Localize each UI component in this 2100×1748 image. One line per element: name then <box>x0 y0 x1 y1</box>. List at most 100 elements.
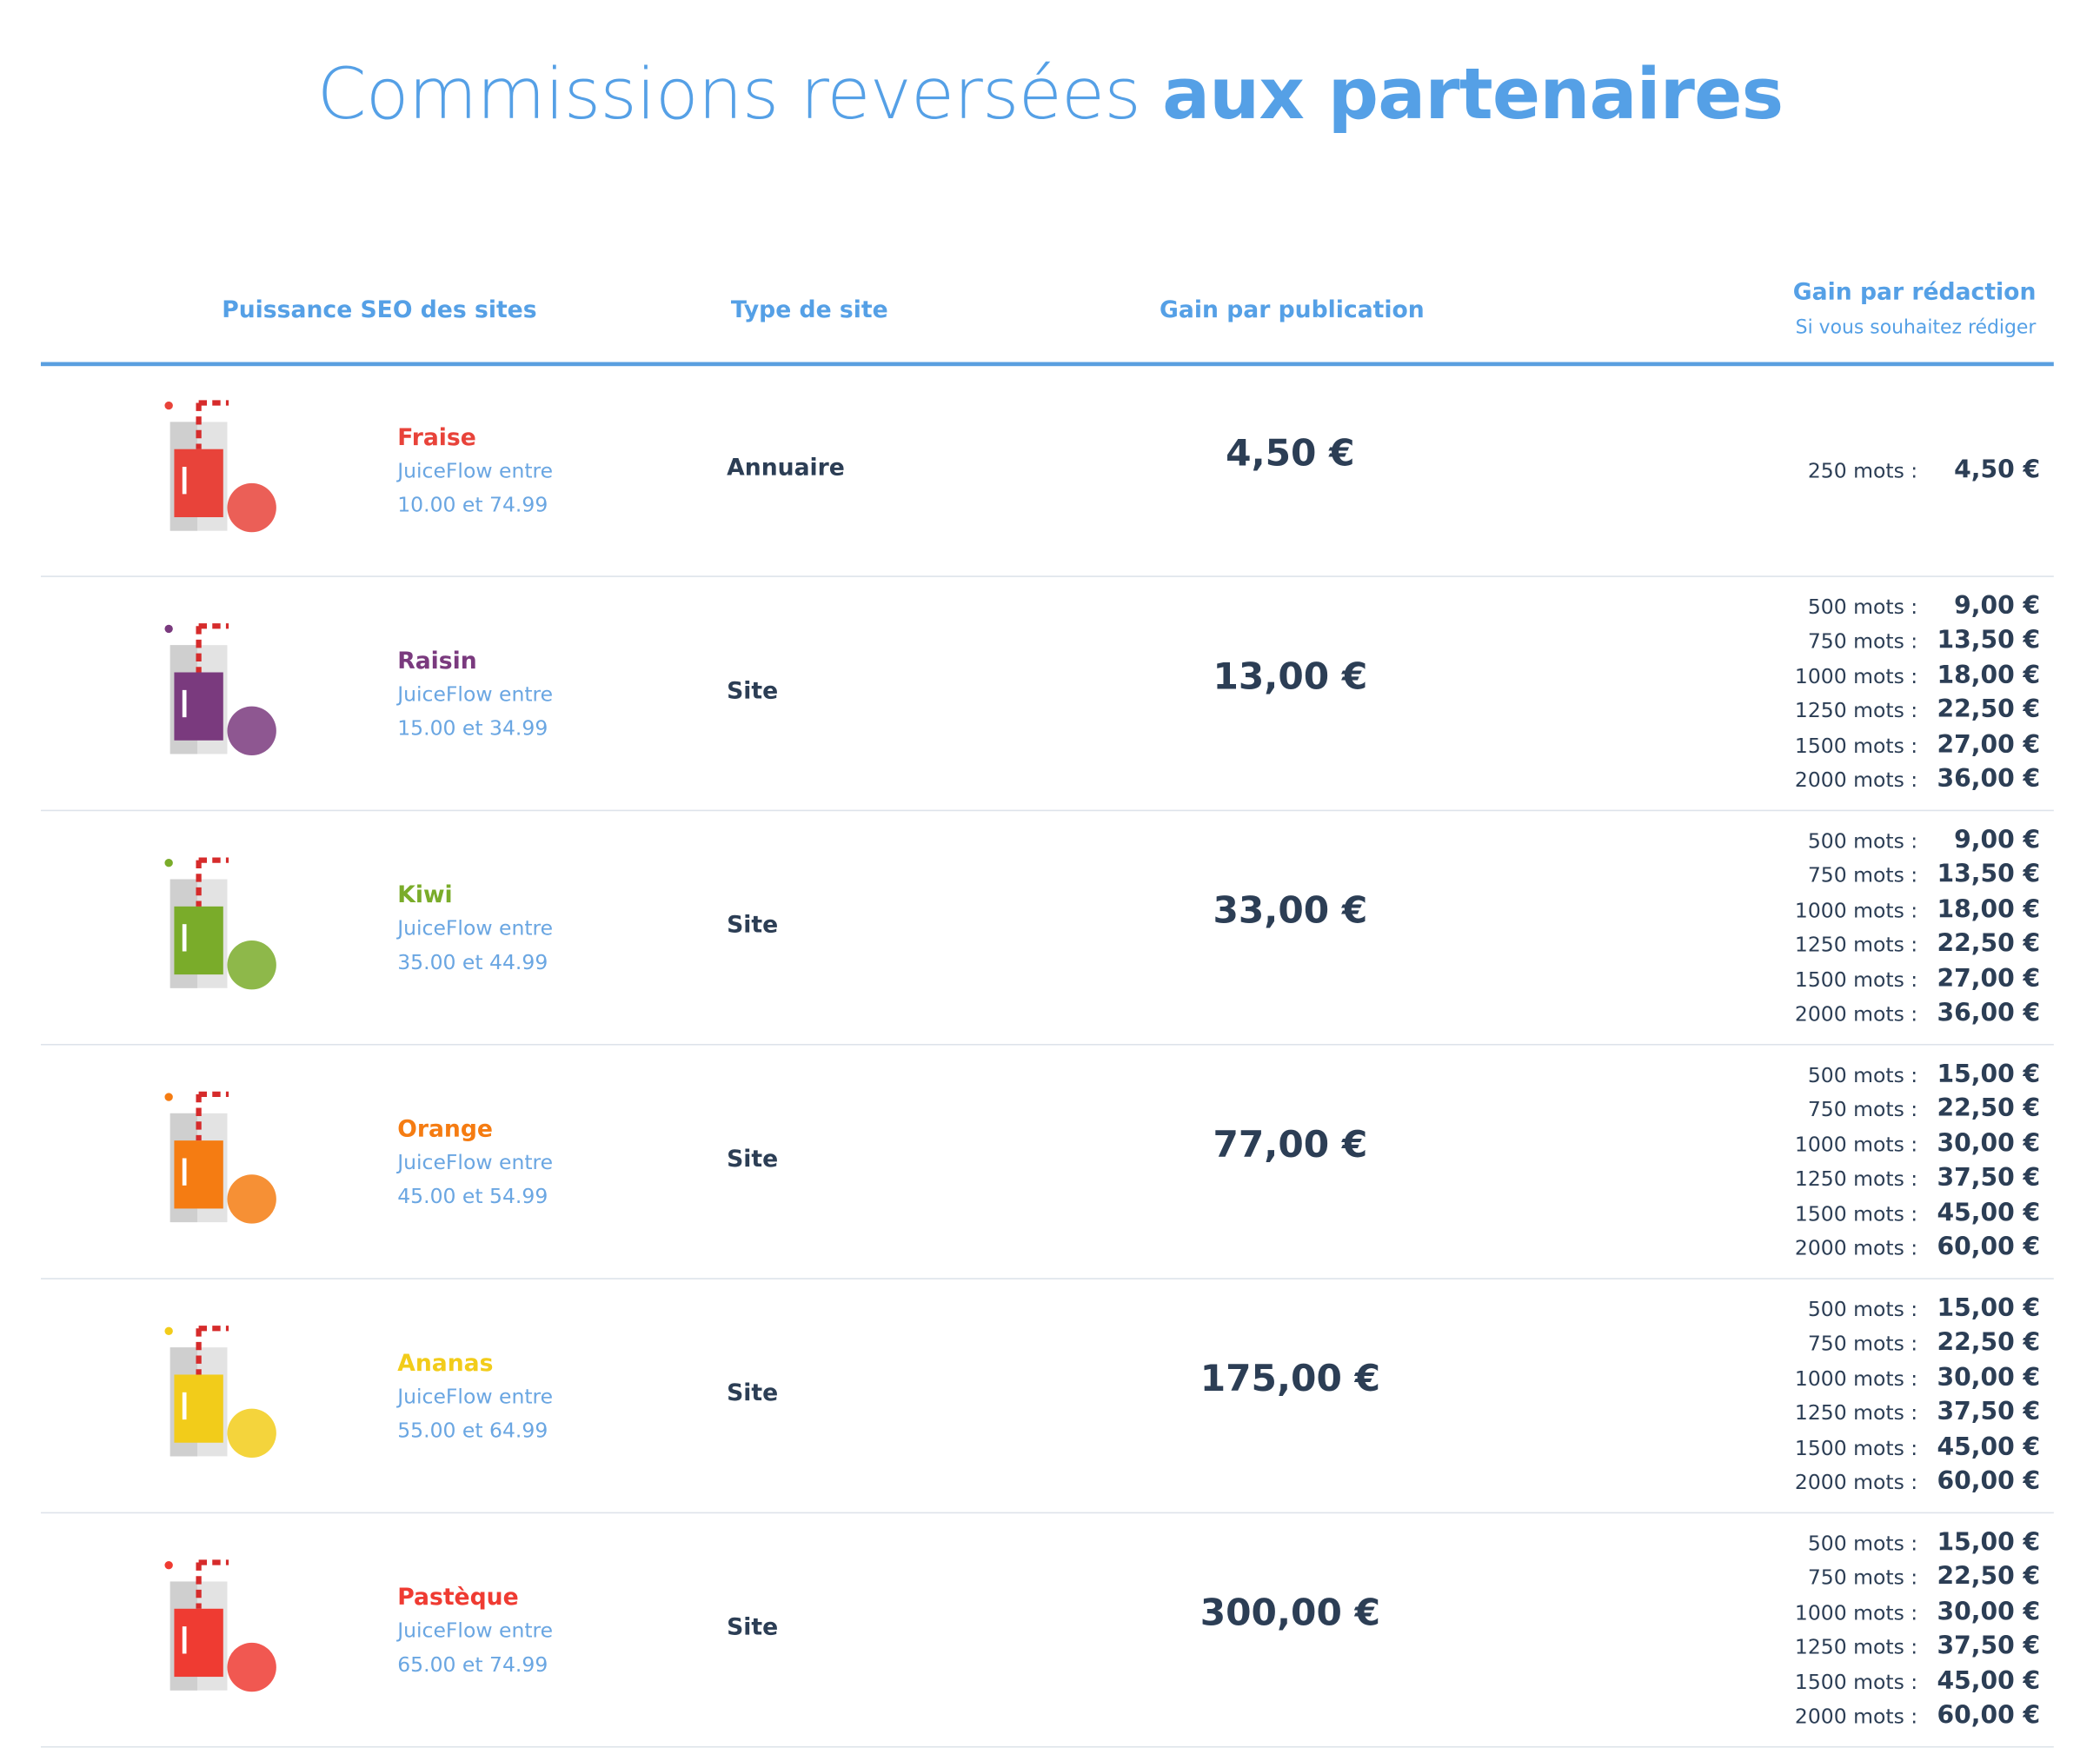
column-header: Puissance SEO des sites <box>222 296 537 324</box>
word-count: 2000 mots : <box>1794 768 1918 793</box>
redaction-price: 18,00 € <box>1937 894 2041 924</box>
title: Commissions reversées aux partenaires <box>0 55 2100 136</box>
word-count: 750 mots : <box>1807 1565 1918 1591</box>
word-count: 1500 mots : <box>1794 1201 1918 1226</box>
site-type: Site <box>727 911 779 939</box>
word-count: 750 mots : <box>1807 1097 1918 1122</box>
word-count: 750 mots : <box>1807 628 1918 654</box>
title-bold: aux partenaires <box>1162 54 1784 136</box>
publication-gain: 175,00 € <box>1200 1357 1381 1400</box>
redaction-price: 9,00 € <box>1954 826 2041 854</box>
redaction-price: 4,50 € <box>1954 455 2041 484</box>
redaction-price: 15,00 € <box>1937 1293 2041 1323</box>
word-count: 500 mots : <box>1807 594 1918 620</box>
word-count: 500 mots : <box>1807 1062 1918 1087</box>
table-row: Fraise JuiceFlow entre 10.00 et 74.99 Annu… <box>40 365 2054 577</box>
redaction-price: 45,00 € <box>1937 1199 2041 1227</box>
site-type: Site <box>727 1145 779 1173</box>
table-row: Raisin JuiceFlow entre 15.00 et 34.99 Site… <box>40 577 2054 812</box>
site-type: Site <box>727 676 779 705</box>
fruit-name: Ananas <box>397 1349 494 1377</box>
publication-gain: 4,50 € <box>1226 432 1355 475</box>
redaction-price: 22,50 € <box>1937 695 2041 725</box>
publication-gain: 33,00 € <box>1213 889 1368 932</box>
header-rule <box>40 362 2054 367</box>
word-count: 1250 mots : <box>1794 698 1918 723</box>
word-count: 1500 mots : <box>1794 1669 1918 1695</box>
juiceflow-range: JuiceFlow entre 15.00 et 34.99 <box>397 681 554 741</box>
redaction-price: 30,00 € <box>1937 1597 2041 1626</box>
fruit-name: Pastèque <box>397 1583 519 1612</box>
word-count: 1000 mots : <box>1794 1599 1918 1625</box>
redaction-price: 15,00 € <box>1937 1528 2041 1557</box>
juiceflow-range: JuiceFlow entre 45.00 et 54.99 <box>397 1149 554 1208</box>
column-subheader: Si vous souhaitez rédiger <box>1795 316 2037 339</box>
redaction-price: 37,50 € <box>1937 1164 2041 1193</box>
redaction-price: 22,50 € <box>1937 1094 2041 1124</box>
juiceflow-range: JuiceFlow entre 55.00 et 64.99 <box>397 1383 554 1442</box>
redaction-price: 60,00 € <box>1937 1701 2041 1731</box>
juiceflow-range: JuiceFlow entre 65.00 et 74.99 <box>397 1617 554 1677</box>
column-header: Type de site <box>730 296 888 324</box>
site-type: Site <box>727 1613 779 1641</box>
word-count: 1000 mots : <box>1794 898 1918 923</box>
word-count: 500 mots : <box>1807 828 1918 854</box>
publication-gain: 300,00 € <box>1200 1592 1381 1634</box>
word-count: 1500 mots : <box>1794 733 1918 758</box>
word-count: 1000 mots : <box>1794 1132 1918 1157</box>
redaction-price: 36,00 € <box>1937 765 2041 794</box>
redaction-price: 27,00 € <box>1937 730 2041 760</box>
redaction-price: 30,00 € <box>1937 1363 2041 1392</box>
redaction-price: 9,00 € <box>1954 591 2041 621</box>
site-type: Site <box>727 1379 779 1407</box>
column-header: Gain par rédaction <box>1792 278 2037 307</box>
word-count: 2000 mots : <box>1794 1704 1918 1729</box>
redaction-price: 60,00 € <box>1937 1467 2041 1497</box>
column-header: Gain par publication <box>1160 296 1425 324</box>
redaction-price: 27,00 € <box>1937 964 2041 994</box>
redaction-price: 30,00 € <box>1937 1129 2041 1159</box>
redaction-price: 22,50 € <box>1937 929 2041 959</box>
fruit-icon <box>164 1325 276 1458</box>
fruit-name: Raisin <box>397 647 477 675</box>
redaction-price: 15,00 € <box>1937 1060 2041 1089</box>
redaction-price: 37,50 € <box>1937 1632 2041 1661</box>
redaction-price: 18,00 € <box>1937 661 2041 690</box>
word-count: 1000 mots : <box>1794 1366 1918 1391</box>
redaction-price: 22,50 € <box>1937 1328 2041 1358</box>
site-type: Annuaire <box>727 454 845 482</box>
word-count: 250 mots : <box>1807 457 1918 483</box>
redaction-price: 36,00 € <box>1937 999 2041 1028</box>
fruit-icon <box>164 1559 276 1692</box>
word-count: 750 mots : <box>1807 863 1918 888</box>
word-count: 1000 mots : <box>1794 663 1918 688</box>
word-count: 1250 mots : <box>1794 1166 1918 1192</box>
table-row: Ananas JuiceFlow entre 55.00 et 64.99 Site… <box>40 1279 2054 1514</box>
redaction-price: 45,00 € <box>1937 1666 2041 1696</box>
redaction-price: 37,50 € <box>1937 1398 2041 1427</box>
word-count: 1250 mots : <box>1794 1634 1918 1660</box>
fruit-name: Fraise <box>397 423 476 452</box>
publication-gain: 77,00 € <box>1213 1123 1368 1166</box>
publication-gain: 13,00 € <box>1213 655 1368 698</box>
fruit-icon <box>164 622 276 755</box>
fruit-name: Orange <box>397 1115 493 1143</box>
word-count: 1250 mots : <box>1794 932 1918 958</box>
word-count: 500 mots : <box>1807 1531 1918 1556</box>
fruit-icon <box>164 399 276 532</box>
table-row: Kiwi JuiceFlow entre 35.00 et 44.99 Site 33… <box>40 811 2054 1046</box>
redaction-price: 60,00 € <box>1937 1233 2041 1262</box>
word-count: 1250 mots : <box>1794 1400 1918 1426</box>
redaction-price: 45,00 € <box>1937 1432 2041 1462</box>
word-count: 2000 mots : <box>1794 1236 1918 1261</box>
title-light: Commissions reversées <box>316 54 1141 136</box>
word-count: 500 mots : <box>1807 1296 1918 1322</box>
word-count: 2000 mots : <box>1794 1470 1918 1495</box>
fruit-icon <box>164 856 276 989</box>
juiceflow-range: JuiceFlow entre 10.00 et 74.99 <box>397 457 554 517</box>
redaction-price: 13,50 € <box>1937 860 2041 889</box>
word-count: 2000 mots : <box>1794 1001 1918 1027</box>
table-row: Pastèque JuiceFlow entre 65.00 et 74.99 Si… <box>40 1513 2054 1748</box>
